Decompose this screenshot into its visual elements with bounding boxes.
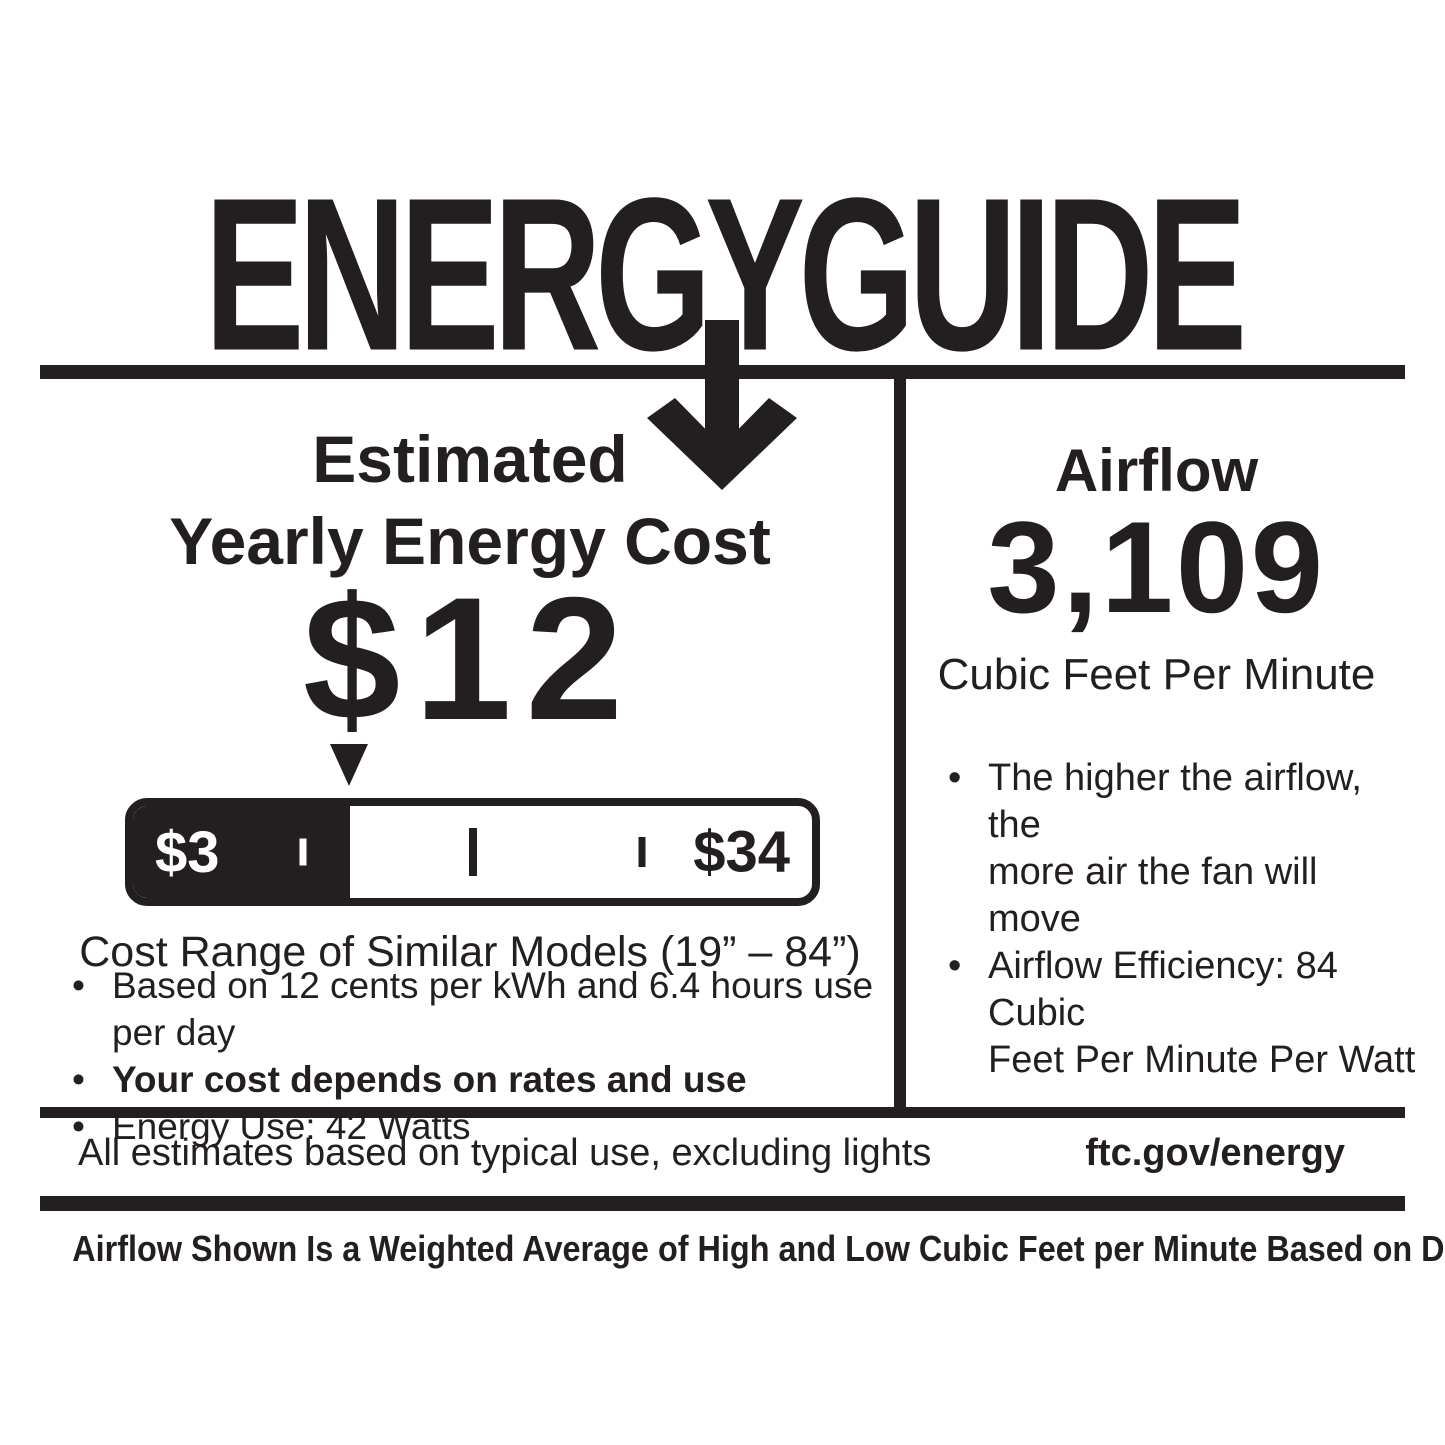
list-item-text: The higher the airflow, the more air the…: [988, 755, 1418, 943]
cost-range-tick: [468, 828, 477, 876]
down-arrow-icon: [647, 398, 797, 490]
list-item: • The higher the airflow, the more air t…: [948, 755, 1418, 943]
estimated-cost-heading-line1: Estimated: [312, 422, 628, 496]
cost-range-max-label: $34: [693, 819, 790, 885]
list-item-text: Based on 12 cents per kWh and 6.4 hours …: [112, 965, 874, 1053]
cost-range-tick: [638, 837, 646, 867]
disclaimer-text: Airflow Shown Is a Weighted Average of H…: [72, 1228, 1445, 1269]
bullet-icon: •: [948, 757, 962, 799]
airflow-value: 3,109: [987, 494, 1326, 640]
list-item-text: Your cost depends on rates and use: [112, 1059, 747, 1100]
estimated-cost-heading-line2: Yearly Energy Cost: [169, 504, 771, 578]
down-arrow-icon: [705, 320, 739, 452]
panel-divider: [894, 379, 906, 1118]
cost-range-bar: $3 $34: [125, 798, 820, 906]
cost-range-min-label: $3: [155, 819, 220, 885]
cost-range-tick: [299, 838, 307, 866]
airflow-heading: Airflow: [1054, 437, 1259, 504]
list-item: • Based on 12 cents per kWh and 6.4 hour…: [72, 962, 882, 1056]
list-item-line: Feet Per Minute Per Watt: [988, 1039, 1416, 1081]
cost-marker-icon: [330, 744, 368, 786]
list-item-text: Airflow Efficiency: 84 Cubic Feet Per Mi…: [988, 943, 1418, 1084]
bullet-icon: •: [72, 1059, 85, 1100]
airflow-notes-list: • The higher the airflow, the more air t…: [948, 755, 1418, 1084]
estimated-cost-heading: Estimated Yearly Energy Cost: [40, 418, 900, 582]
cost-range-fill: $3: [133, 806, 351, 898]
ftc-url: ftc.gov/energy: [1085, 1132, 1345, 1174]
list-item-line: Airflow Efficiency: 84 Cubic: [988, 945, 1338, 1034]
list-item: • Airflow Efficiency: 84 Cubic Feet Per …: [948, 943, 1418, 1084]
list-item-line: The higher the airflow, the: [988, 757, 1362, 846]
bullet-icon: •: [948, 945, 962, 987]
airflow-unit: Cubic Feet Per Minute: [937, 650, 1376, 699]
estimated-cost-value: $12: [303, 562, 637, 757]
list-item-line: more air the fan will move: [988, 851, 1318, 940]
list-item: • Your cost depends on rates and use: [72, 1056, 882, 1103]
footer-rule: [40, 1107, 1405, 1118]
disclaimer-rule: [40, 1196, 1405, 1211]
bullet-icon: •: [72, 965, 85, 1006]
estimates-note: All estimates based on typical use, excl…: [78, 1132, 932, 1174]
cost-range-caption: Cost Range of Similar Models (19” – 84”): [79, 928, 861, 976]
cost-notes-list: • Based on 12 cents per kWh and 6.4 hour…: [72, 962, 882, 1150]
